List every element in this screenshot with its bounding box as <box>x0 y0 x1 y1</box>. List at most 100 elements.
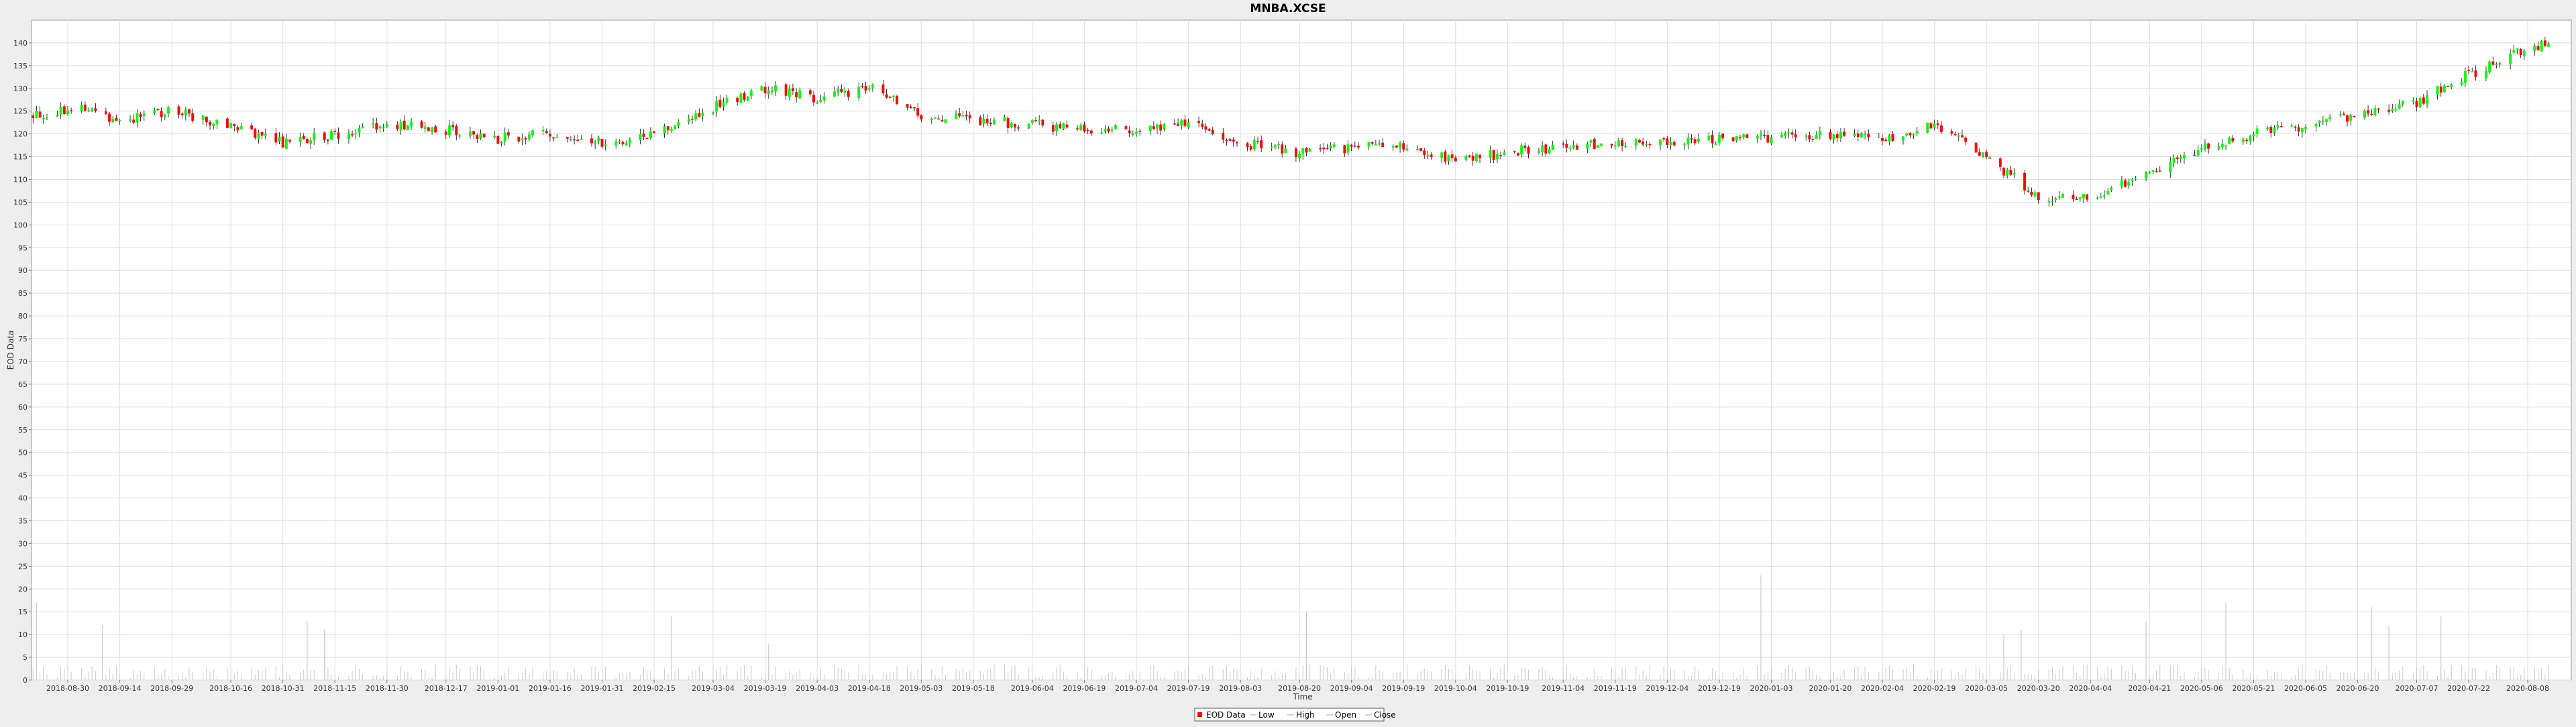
candle-up <box>410 121 413 127</box>
candle-down <box>906 104 909 108</box>
candle-up <box>399 121 402 131</box>
candle-down <box>1565 144 1568 148</box>
x-tick-label: 2020-06-05 <box>2284 684 2327 693</box>
candle-up <box>229 123 233 129</box>
candle-up <box>527 134 531 139</box>
candle-down <box>920 115 923 120</box>
candle-up <box>264 133 267 136</box>
y-axis-label: EOD Data <box>6 331 15 370</box>
candle-up <box>2061 194 2064 198</box>
candle-down <box>621 142 625 145</box>
candle-down <box>941 119 944 121</box>
candle-down <box>653 131 656 133</box>
candle-down <box>281 136 284 148</box>
candle-down <box>94 108 97 111</box>
candle-up <box>982 119 985 124</box>
candle-up <box>993 120 996 125</box>
candle-up <box>639 133 642 140</box>
candle-down <box>812 95 815 103</box>
y-tick-label: 70 <box>18 357 28 366</box>
candle-down <box>989 122 992 125</box>
candle-down <box>840 89 843 93</box>
candle-down <box>2155 171 2158 172</box>
candle-up <box>1131 133 1134 135</box>
candle-up <box>1270 146 1273 148</box>
candle-down <box>476 135 479 139</box>
x-tick-label: 2019-06-19 <box>1063 684 1106 693</box>
candle-down <box>1065 124 1069 128</box>
candle-down <box>2124 180 2127 187</box>
x-tick-label: 2019-12-19 <box>1698 684 1741 693</box>
candle-up <box>1405 148 1409 151</box>
candle-down <box>1513 151 1516 153</box>
x-axis-label: Time <box>1292 692 1312 702</box>
candle-up <box>35 111 38 118</box>
candle-up <box>1027 123 1030 129</box>
candle-up <box>1541 146 1544 152</box>
candle-up <box>1277 144 1280 146</box>
candle-down <box>645 137 649 139</box>
candle-up <box>1860 133 1863 137</box>
candle-up <box>541 129 545 131</box>
candle-up <box>1273 145 1277 148</box>
candle-down <box>913 107 916 109</box>
candle-down <box>2023 172 2026 191</box>
candle-up <box>1391 146 1395 148</box>
candle-down <box>763 87 767 94</box>
candle-up <box>1079 125 1083 130</box>
candle-up <box>944 119 947 123</box>
candle-up <box>1038 120 1041 121</box>
candle-up <box>2540 40 2543 52</box>
candle-down <box>1562 144 1565 145</box>
candle-down <box>2543 40 2546 46</box>
y-tick-label: 120 <box>13 130 28 139</box>
candle-down <box>191 113 195 121</box>
candle-down <box>1867 133 1870 137</box>
candle-up <box>1770 137 1773 144</box>
candle-down <box>1672 142 1676 146</box>
candle-down <box>718 99 722 108</box>
candle-down <box>1468 155 1471 157</box>
candle-up <box>278 137 281 142</box>
candle-up <box>2484 71 2487 78</box>
candle-up <box>1707 135 1711 140</box>
candle-up <box>1110 129 1114 131</box>
candle-up <box>309 140 312 144</box>
candle-down <box>1856 133 1860 137</box>
candle-down <box>1124 126 1128 129</box>
candle-up <box>594 142 597 144</box>
candle-down <box>236 127 239 131</box>
candle-down <box>225 118 229 128</box>
candle-down <box>573 139 576 141</box>
candle-up <box>1742 134 1746 137</box>
candle-down <box>444 131 447 135</box>
candle-up <box>66 110 69 115</box>
candle-up <box>2224 145 2227 146</box>
x-tick-label: 2020-03-05 <box>1965 684 2008 693</box>
candle-up <box>1760 133 1762 136</box>
x-tick-label: 2019-08-20 <box>1278 684 1321 693</box>
candle-up <box>722 102 725 107</box>
candle-up <box>2103 195 2106 197</box>
candle-down <box>1492 150 1495 160</box>
candle-up <box>760 86 763 91</box>
x-tick-label: 2019-11-04 <box>1542 684 1585 693</box>
x-tick-label: 2019-12-04 <box>1646 684 1688 693</box>
x-tick-label: 2018-08-30 <box>46 684 89 693</box>
volume-bars <box>32 575 2549 680</box>
candle-down <box>1964 137 1968 142</box>
y-tick-label: 90 <box>18 266 28 275</box>
candle-up <box>2547 44 2550 47</box>
candle-up <box>2241 139 2245 143</box>
candle-down <box>1183 119 1187 127</box>
candle-down <box>1041 119 1044 126</box>
candle-up <box>2172 157 2176 164</box>
candle-down <box>2269 127 2273 133</box>
candle-up <box>1055 124 1058 131</box>
candle-up <box>354 133 358 135</box>
candle-up <box>458 135 462 137</box>
candle-up <box>500 142 503 144</box>
candle-up <box>2450 85 2453 88</box>
y-tick-label: 130 <box>13 85 28 93</box>
chart-title: MNBA.XCSE <box>1250 2 1326 15</box>
